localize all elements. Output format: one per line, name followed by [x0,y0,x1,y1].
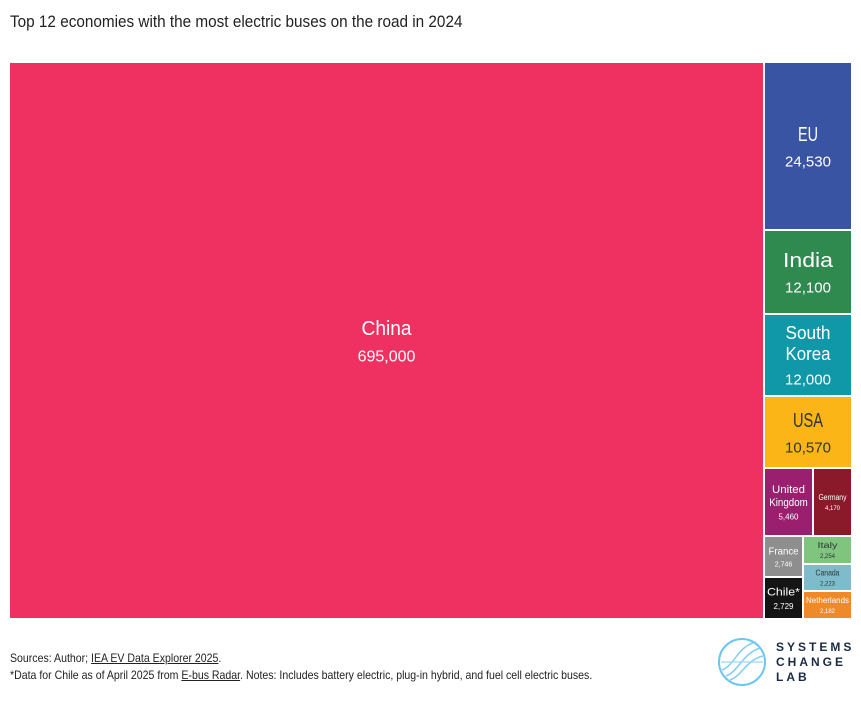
tile-rect [765,469,812,535]
tile-usa: USA 10,570 [765,397,851,467]
tile-france: France 2,746 [765,537,802,576]
tile-chile: Chile* 2,729 [765,578,802,618]
tile-name: United [772,484,805,496]
tile-value: 12,000 [785,372,831,389]
tile-value: 12,100 [785,280,831,297]
tile-china: China 695,000 [10,63,763,618]
tile-rect [765,63,851,229]
tile-germany: Germany 4,170 [814,469,851,535]
tile-name: Netherlands [806,596,849,605]
tile-value: 10,570 [785,440,831,457]
tile-rect [765,578,802,618]
tile-rect [814,469,851,535]
tile-name: India [783,250,834,272]
tile-value: 4,170 [825,506,841,512]
logo-line-3: LAB [776,669,810,684]
tile-rect [765,397,851,467]
tile-value: 2,223 [820,582,836,588]
tile-name: France [769,546,799,557]
tile-rect [804,537,851,563]
tile-value: 5,460 [778,512,799,521]
tile-rect [765,315,851,395]
tile-name: Chile* [767,586,801,598]
iea-link[interactable]: IEA EV Data Explorer 2025 [91,651,219,665]
logo-line-2: CHANGE [776,654,847,669]
tile-rect [10,63,763,618]
tile-canada: Canada 2,223 [804,565,851,590]
sources-suffix: . [218,651,222,665]
tile-name: Korea [786,344,832,364]
tile-name: South [786,323,831,343]
tile-netherlands: Netherlands 2,182 [804,592,851,618]
tile-name: China [362,318,413,340]
tile-value: 2,182 [820,609,836,615]
tile-value: 24,530 [785,154,831,171]
tile-name: Canada [816,569,840,578]
note-prefix: *Data for Chile as of April 2025 from [10,668,182,682]
note-suffix: . Notes: Includes battery electric, plug… [240,668,593,682]
footnotes: Sources: Author; IEA EV Data Explorer 20… [10,650,592,684]
tile-value: 2,254 [820,554,836,560]
tile-eu: EU 24,530 [765,63,851,229]
tile-india: India 12,100 [765,231,851,313]
logo-icon [718,638,766,686]
tile-value: 2,746 [775,561,793,568]
treemap: China 695,000 EU 24,530 India 12,100 SouthKore… [10,63,851,618]
systems-change-lab-logo: SYSTEMS CHANGE LAB [716,636,854,688]
tile-name: Italy [818,541,838,550]
tile-rect [765,537,802,576]
sources-label: Sources: Author; [10,651,92,665]
tile-value: 2,729 [773,602,794,611]
logo-line-1: SYSTEMS [776,639,855,654]
tile-name: Germany [819,493,847,502]
tile-rect [765,231,851,313]
tile-rect [804,565,851,590]
tile-italy: Italy 2,254 [804,537,851,563]
tile-name: USA [793,410,823,432]
chart-title: Top 12 economies with the most electric … [10,12,463,31]
tile-rect [804,592,851,618]
tile-name: EU [798,124,818,146]
ebus-radar-link[interactable]: E-bus Radar [181,668,241,682]
tile-value: 695,000 [358,349,416,366]
tile-name: Kingdom [769,497,808,509]
